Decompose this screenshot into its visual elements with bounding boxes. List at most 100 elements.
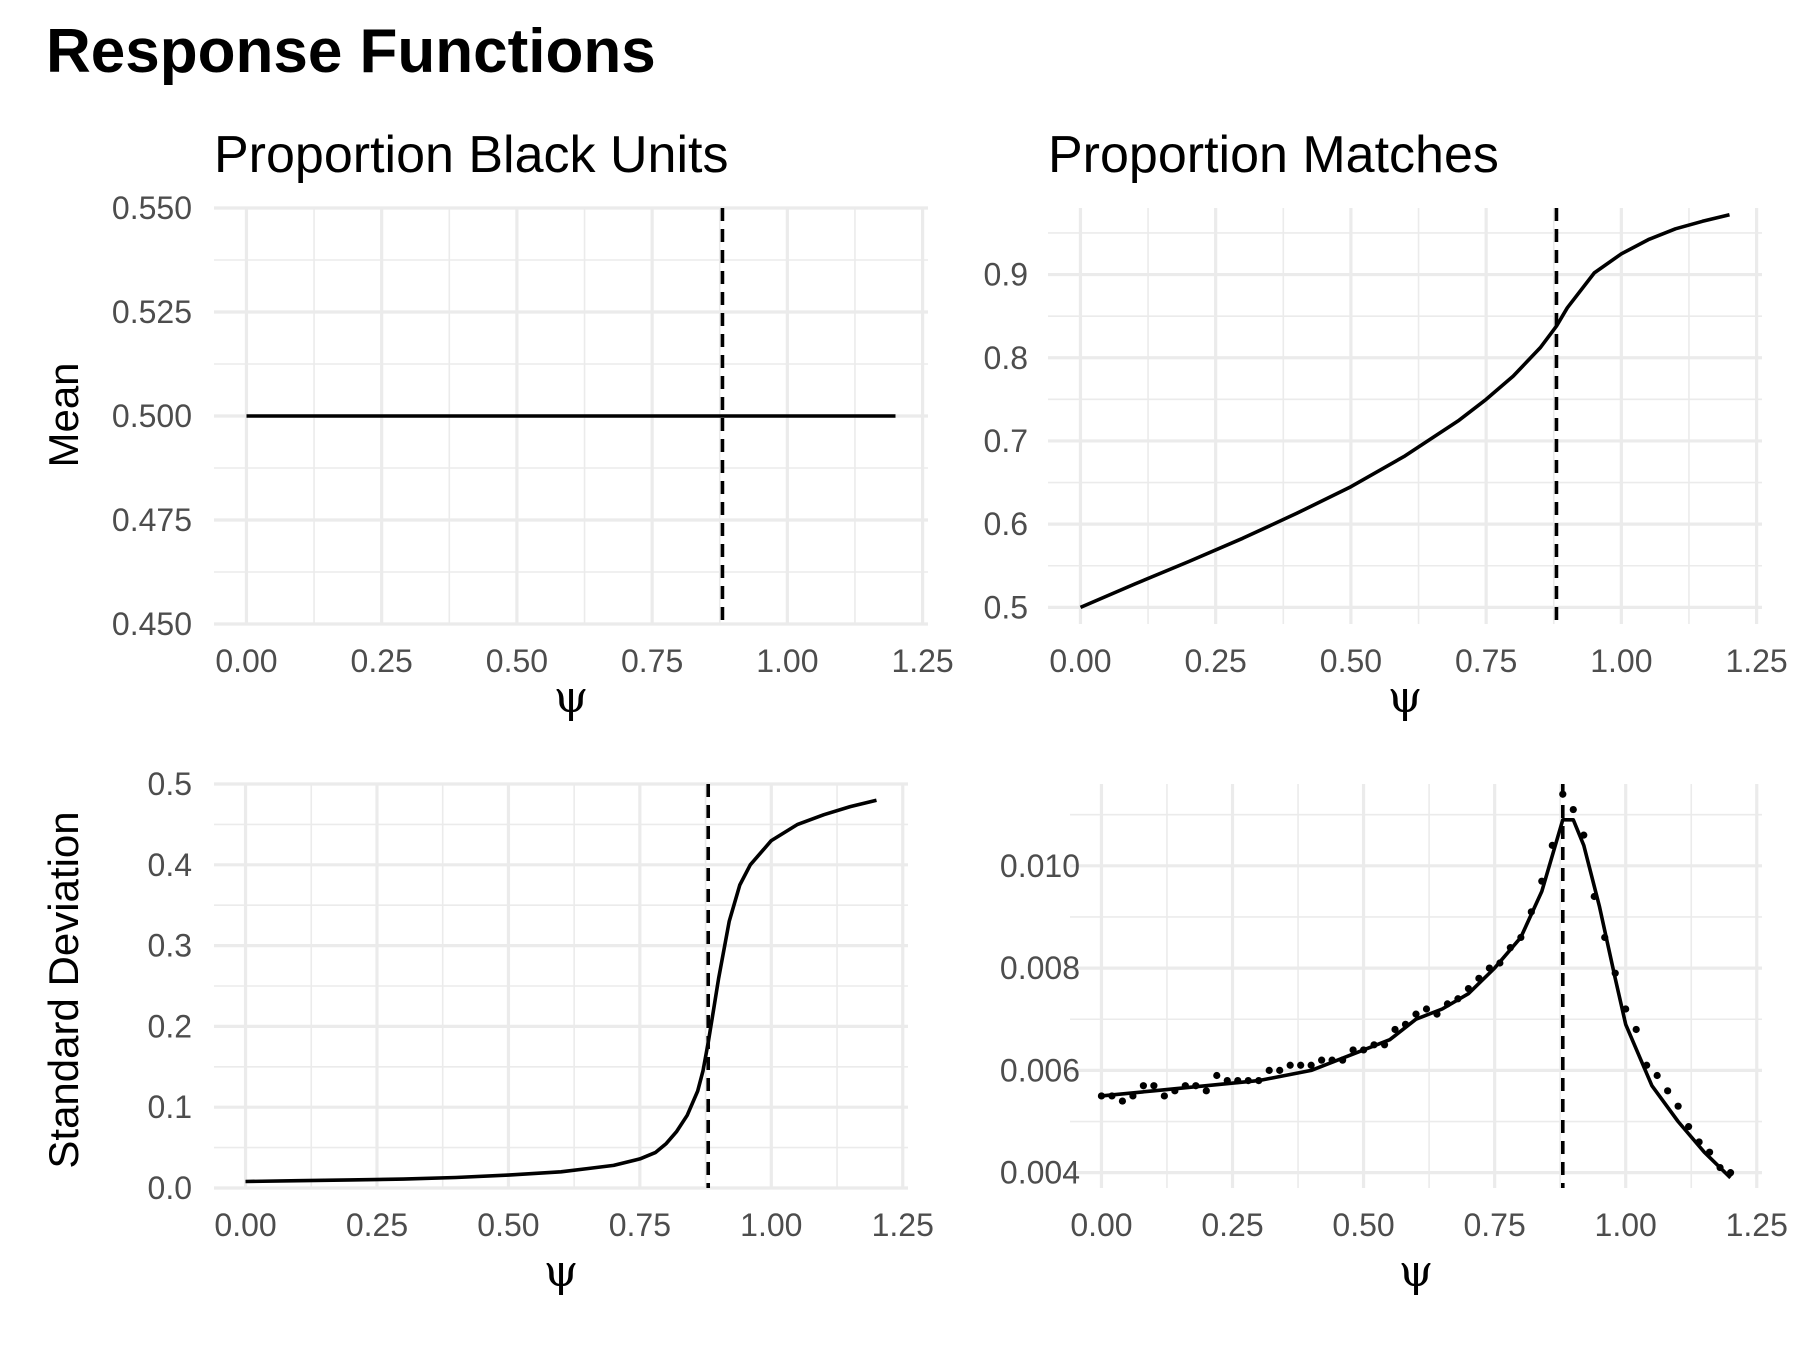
x-tick-label: 0.00 [1049,643,1111,679]
data-point [1506,944,1514,952]
data-point [1349,1046,1357,1054]
data-point [1370,1041,1378,1049]
x-tick-label: 0.25 [351,643,413,679]
data-point [1276,1066,1284,1074]
data-point [1685,1123,1693,1131]
x-axis-label: ψ [1399,1246,1434,1297]
x-axis-label: ψ [544,1246,579,1297]
data-point [1475,974,1483,982]
x-tick-label: 0.25 [1201,1207,1263,1243]
y-tick-label: 0.500 [112,398,192,434]
data-point [1548,841,1556,849]
x-tick-label: 1.25 [1725,643,1787,679]
x-tick-label: 0.25 [346,1207,408,1243]
y-tick-label: 0.550 [112,190,192,226]
data-point [1380,1041,1389,1049]
series-line [245,798,877,1184]
x-tick-label: 0.00 [1070,1207,1132,1243]
x-tick-label: 0.25 [1185,643,1247,679]
data-point [1485,964,1493,972]
y-tick-label: 0.2 [148,1008,192,1044]
data-point [1328,1056,1336,1064]
x-tick-label: 1.00 [756,643,818,679]
data-point [1632,1025,1640,1034]
data-point [1265,1066,1273,1074]
y-tick-label: 0.5 [984,589,1028,625]
data-point [1433,1010,1441,1018]
x-tick-label: 1.00 [740,1207,802,1243]
y-tick-label: 0.006 [1000,1052,1080,1088]
data-point [1622,1005,1630,1013]
y-tick-label: 0.4 [148,847,192,883]
figure-title: Response Functions [46,17,656,86]
data-point [1150,1082,1158,1090]
data-point [1674,1102,1682,1110]
x-tick-label: 0.00 [215,643,277,679]
data-point [1318,1056,1326,1064]
y-tick-label: 0.004 [1000,1155,1080,1191]
data-point [1705,1148,1714,1156]
series-line [1079,212,1730,610]
x-tick-label: 0.50 [477,1207,539,1243]
panel-mean-matches: 0.00 0.25 0.50 0.75 1.00 1.25 0.5 0.6 0.7 0.8 0.9 ψ [984,208,1788,723]
x-tick-label: 0.50 [1332,1207,1394,1243]
y-tick-label: 0.008 [1000,950,1080,986]
x-tick-label: 0.75 [1463,1207,1525,1243]
x-axis-label: ψ [1388,672,1423,723]
data-point [1569,805,1577,814]
y-tick-label: 0.1 [148,1089,192,1125]
panel-title-right: Proportion Matches [1048,126,1499,184]
x-tick-label: 1.00 [1595,1207,1657,1243]
data-point [1255,1077,1263,1085]
y-tick-label: 0.0 [148,1170,192,1206]
data-point [1664,1087,1672,1095]
data-point [1695,1138,1703,1146]
x-tick-label: 1.25 [1726,1207,1788,1243]
data-point [1401,1020,1410,1028]
data-point [1097,1092,1106,1100]
data-point [1496,959,1504,967]
data-point [1339,1056,1347,1064]
data-point [1286,1061,1294,1069]
data-point [1307,1061,1315,1069]
data-point [1590,892,1598,901]
y-tick-label: 0.6 [984,506,1028,542]
y-tick-label: 0.8 [984,340,1028,376]
x-tick-label: 0.50 [1320,643,1382,679]
data-point [1202,1087,1210,1095]
series-line [1101,818,1732,1180]
data-point [1422,1005,1431,1013]
x-tick-label: 0.75 [609,1207,671,1243]
data-point [1653,1071,1661,1080]
x-tick-label: 0.00 [214,1207,276,1243]
y-tick-label: 0.450 [112,606,192,642]
data-point [1171,1087,1179,1095]
data-point [1643,1061,1651,1069]
x-tick-label: 1.25 [872,1207,934,1243]
y-tick-label: 0.7 [984,423,1028,459]
data-point [1726,1169,1735,1177]
data-point [1443,1000,1452,1008]
row-label-mean: Mean [40,362,87,467]
y-tick-label: 0.9 [984,257,1028,293]
data-point [1412,1010,1420,1018]
x-tick-label: 1.00 [1590,643,1652,679]
data-point [1517,933,1525,942]
y-tick-label: 0.475 [112,502,192,538]
x-tick-label: 0.50 [486,643,548,679]
x-axis-label: ψ [554,672,589,723]
x-tick-label: 1.25 [891,643,953,679]
data-point [1118,1097,1127,1105]
y-tick-label: 0.525 [112,294,192,330]
data-point [1244,1077,1252,1085]
y-tick-label: 0.3 [148,928,192,964]
data-point [1611,969,1619,977]
data-point [1139,1082,1147,1090]
data-point [1359,1046,1368,1054]
data-point [1716,1163,1724,1172]
y-tick-label: 0.5 [148,766,192,802]
data-point [1527,908,1535,916]
panel-title-left: Proportion Black Units [214,126,728,184]
data-point [1108,1092,1116,1100]
